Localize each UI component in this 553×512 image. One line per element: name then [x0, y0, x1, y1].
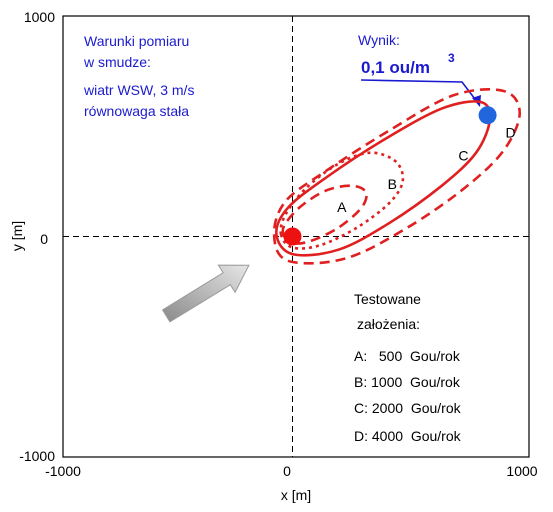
result-title: Wynik: — [358, 32, 400, 48]
isopleth-b — [279, 151, 405, 250]
legend-title-2: założenia: — [357, 316, 420, 332]
point-markers — [283, 106, 497, 246]
isopleth-labels: A B C D — [337, 124, 515, 215]
legend-item-d: D: 4000 Gou/rok — [354, 428, 462, 444]
y-tick-top: 1000 — [24, 9, 55, 25]
x-tick-zero: 0 — [283, 463, 291, 479]
legend-title: Testowane — [354, 291, 421, 307]
isopleth-a — [281, 184, 368, 245]
result-value: 0,1 ou/m — [361, 58, 430, 77]
y-tick-zero: 0 — [40, 231, 48, 247]
source-point — [283, 227, 302, 246]
legend-item-c: C: 2000 Gou/rok — [354, 400, 462, 416]
result-exponent: 3 — [448, 51, 455, 65]
isopleth-c — [275, 100, 492, 257]
curve-label-c: C — [458, 147, 468, 163]
curve-label-a: A — [337, 199, 347, 215]
conditions-stability: równowaga stała — [84, 103, 189, 119]
x-axis-title: x [m] — [281, 487, 311, 503]
conditions-title: Warunki pomiaru — [84, 33, 189, 49]
result-pointer-arrow — [360, 79, 479, 104]
y-axis-title: y [m] — [9, 221, 25, 251]
x-tick-right: 1000 — [506, 463, 537, 479]
wind-direction-arrow-icon — [161, 264, 250, 323]
legend-item-a: A: 500 Gou/rok — [354, 348, 461, 364]
conditions-wind: wiatr WSW, 3 m/s — [83, 82, 194, 98]
receptor-point — [478, 106, 497, 125]
wind-arrow — [161, 264, 250, 323]
y-tick-bottom: -1000 — [19, 448, 55, 464]
curve-label-b: B — [388, 176, 397, 192]
x-tick-left: -1000 — [45, 463, 81, 479]
legend-item-b: B: 1000 Gou/rok — [354, 374, 461, 390]
curve-label-d: D — [505, 124, 515, 140]
isopleth-d — [272, 88, 522, 265]
conditions-title-2: w smudze: — [83, 54, 151, 70]
